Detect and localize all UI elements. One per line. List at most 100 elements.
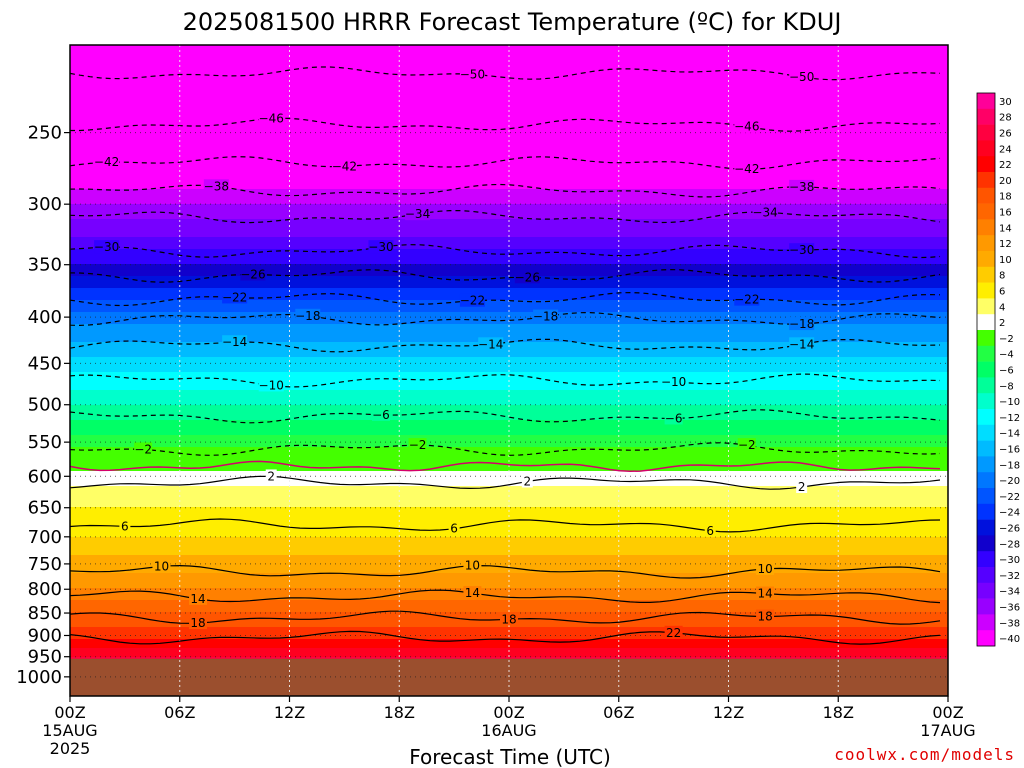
temperature-band	[70, 48, 948, 52]
contour-label: 14	[465, 586, 480, 600]
contour-label-bg	[331, 159, 357, 173]
contour-label: −46	[734, 120, 759, 134]
colorbar-swatch	[977, 298, 995, 315]
y-tick-label: 850	[28, 603, 62, 624]
temperature-band	[70, 441, 948, 445]
temperature-band	[70, 267, 948, 271]
colorbar-swatch	[977, 124, 995, 141]
contour-label: 2	[267, 469, 275, 483]
contour-line	[69, 475, 941, 490]
temperature-band	[70, 246, 948, 250]
contour-label-bg	[463, 558, 482, 572]
contour-label-bg	[222, 290, 248, 304]
temperature-band	[70, 477, 948, 481]
ground-fill	[70, 658, 948, 696]
temperature-band	[70, 468, 948, 472]
temperature-band	[70, 603, 948, 607]
contour-label-bg	[408, 438, 427, 452]
contour-label-bg	[789, 70, 815, 84]
temperature-band	[70, 378, 948, 382]
temperature-band	[70, 168, 948, 172]
temperature-band	[70, 597, 948, 601]
contour-label: −38	[204, 179, 229, 193]
contour-line	[69, 518, 941, 533]
contour-label: 22	[666, 626, 681, 640]
temperature-band	[70, 171, 948, 175]
temperature-band	[70, 342, 948, 346]
temperature-band	[70, 63, 948, 67]
temperature-band	[70, 552, 948, 556]
colorbar-swatch	[977, 345, 995, 362]
contour-label: −18	[533, 310, 558, 324]
temperature-band	[70, 288, 948, 292]
temperature-band	[70, 507, 948, 511]
temperature-band	[70, 297, 948, 301]
temperature-band	[70, 333, 948, 337]
x-tick-date-label: 17AUG	[920, 721, 975, 740]
temperature-band	[70, 657, 948, 661]
colorbar-tick-label: −2	[999, 334, 1014, 345]
colorbar-tick-label: −30	[999, 555, 1020, 566]
contour-label: −30	[94, 240, 119, 254]
contour-label-bg	[265, 469, 277, 483]
temperature-band	[70, 162, 948, 166]
contour-label-bg	[119, 519, 131, 533]
contour-label: 18	[190, 616, 205, 630]
temperature-band	[70, 261, 948, 265]
colorbar-tick-label: −18	[999, 460, 1020, 471]
colorbar-swatch	[977, 440, 995, 457]
contour-label: −2	[409, 438, 427, 452]
y-tick-label: 350	[28, 255, 62, 276]
temperature-band	[70, 303, 948, 307]
contour-label-bg	[94, 240, 120, 254]
x-tick-date-label: 16AUG	[481, 721, 536, 740]
contour-label: −38	[789, 180, 814, 194]
temperature-band	[70, 312, 948, 316]
contour-label-bg	[371, 407, 390, 421]
temperature-band	[70, 636, 948, 640]
temperature-band	[70, 138, 948, 142]
contour-label-bg	[189, 616, 208, 630]
colorbar-tick-label: 16	[999, 208, 1012, 219]
contour-line	[69, 291, 941, 307]
contour-label-bg	[405, 207, 431, 221]
colorbar-swatch	[977, 488, 995, 505]
colorbar-swatch	[977, 535, 995, 552]
colorbar-swatch	[977, 108, 995, 125]
contour-label-bg	[222, 335, 248, 349]
y-tick-label: 900	[28, 625, 62, 646]
temperature-band	[70, 366, 948, 370]
colorbar-swatch	[977, 235, 995, 252]
temperature-band	[70, 396, 948, 400]
y-tick-label: 500	[28, 395, 62, 416]
temperature-band	[70, 528, 948, 532]
contour-line	[69, 564, 941, 579]
contour-line	[69, 66, 941, 81]
temperature-band	[70, 363, 948, 367]
contour-label-bg	[734, 292, 760, 306]
temperature-band	[70, 66, 948, 70]
contour-label-bg	[94, 155, 120, 169]
colorbar-tick-label: 22	[999, 160, 1012, 171]
contour-label: −22	[222, 290, 247, 304]
axes: 2503003504004505005506006507007508008509…	[16, 44, 976, 758]
temperature-band	[70, 102, 948, 106]
colorbar-swatch	[977, 630, 995, 647]
contour-label: −10	[661, 375, 686, 389]
contour-label-bg	[756, 561, 775, 575]
temperature-band	[70, 567, 948, 571]
colorbar-swatch	[977, 409, 995, 426]
colorbar-swatch	[977, 219, 995, 236]
colorbar-tick-label: −6	[999, 366, 1014, 377]
contour-label-bg	[459, 67, 485, 81]
colorbar-tick-label: 28	[999, 113, 1012, 124]
temperature-band	[70, 357, 948, 361]
temperature-band	[70, 642, 948, 646]
contour-label: 10	[154, 559, 169, 573]
colorbar-tick-label: −12	[999, 413, 1020, 424]
contour-label-bg	[664, 411, 683, 425]
temperature-band	[70, 408, 948, 412]
contour-label: −46	[259, 112, 284, 126]
temperature-band	[70, 627, 948, 631]
y-tick-label: 650	[28, 498, 62, 519]
